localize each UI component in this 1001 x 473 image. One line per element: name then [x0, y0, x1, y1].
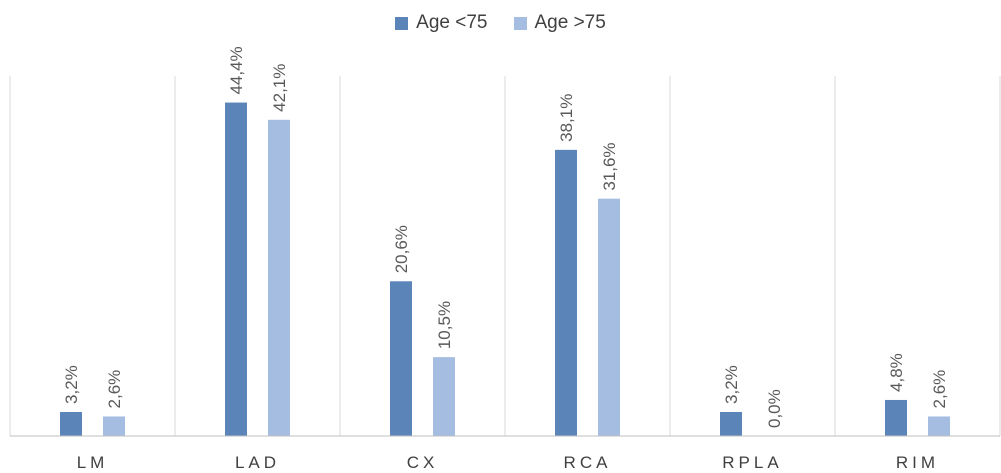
- legend-swatch-age-under-75: [395, 16, 409, 30]
- bar-age-over-75-lm: [103, 416, 125, 436]
- data-label: 42,1%: [270, 64, 289, 112]
- data-label: 2,6%: [930, 370, 949, 409]
- legend-label-age-over-75: Age >75: [534, 12, 606, 33]
- x-tick-label: RCA: [564, 453, 612, 472]
- x-tick-label: LM: [77, 453, 109, 472]
- bar-age-under-75-rim: [885, 399, 907, 436]
- data-label: 2,6%: [105, 370, 124, 409]
- bar-age-over-75-cx: [433, 357, 455, 436]
- x-tick-label: RPLA: [722, 453, 782, 472]
- legend-item-age-over-75: Age >75: [513, 12, 606, 34]
- data-label: 44,4%: [227, 46, 246, 94]
- x-tick-label: LAD: [235, 453, 280, 472]
- legend-label-age-under-75: Age <75: [416, 12, 488, 33]
- bar-age-under-75-lm: [60, 411, 82, 436]
- bar-age-under-75-lad: [225, 102, 247, 436]
- legend-item-age-under-75: Age <75: [395, 12, 488, 34]
- bar-age-over-75-rca: [598, 198, 620, 436]
- bar-age-under-75-cx: [390, 281, 412, 436]
- data-label: 31,6%: [600, 142, 619, 190]
- bar-age-under-75-rca: [555, 149, 577, 437]
- data-label: 38,1%: [557, 94, 576, 142]
- chart-legend: Age <75 Age >75: [0, 10, 1001, 36]
- bar-age-under-75-rpla: [720, 411, 742, 436]
- data-label: 3,2%: [62, 365, 81, 404]
- data-label: 3,2%: [722, 365, 741, 404]
- bar-age-over-75-lad: [268, 119, 290, 437]
- data-label: 0,0%: [765, 389, 784, 428]
- data-label: 20,6%: [392, 225, 411, 273]
- legend-swatch-age-over-75: [513, 16, 527, 30]
- data-label: 10,5%: [435, 301, 454, 349]
- x-tick-label: CX: [407, 453, 439, 472]
- x-tick-label: RIM: [896, 453, 939, 472]
- bar-age-over-75-rim: [928, 416, 950, 436]
- data-label: 4,8%: [887, 353, 906, 392]
